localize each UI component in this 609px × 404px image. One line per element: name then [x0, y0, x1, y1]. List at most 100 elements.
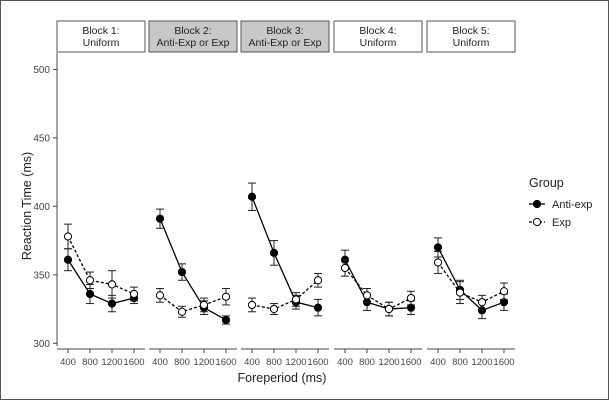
x-tick-label: 1200 [285, 357, 306, 368]
data-point [129, 289, 139, 299]
data-point [107, 280, 117, 289]
data-point [63, 255, 73, 264]
y-tick-label: 450 [33, 133, 50, 144]
data-point [362, 291, 372, 300]
facet-strip-block-1: Block 1:Uniform [56, 20, 146, 53]
data-point [269, 248, 279, 257]
y-axis-title: Reaction Time (ms) [20, 152, 34, 260]
x-tick-label: 1200 [378, 357, 399, 368]
data-point [291, 295, 301, 304]
data-point [340, 263, 350, 273]
x-tick-label: 1600 [400, 357, 421, 368]
x-tick-label: 400 [152, 357, 168, 368]
x-tick-label: 1600 [215, 357, 236, 368]
facet-strip-label-line2: Anti-Exp or Exp [157, 37, 230, 49]
x-tick-label: 400 [337, 357, 353, 368]
facet-strip-label-line2: Uniform [83, 37, 120, 49]
series-exp [63, 223, 509, 318]
data-point [406, 293, 416, 303]
x-axis-title: Foreperiod (ms) [238, 371, 327, 385]
x-tick-label: 400 [430, 357, 446, 368]
x-axis-block-1: 400 800 1200 1600 [57, 348, 145, 368]
data-point [313, 303, 323, 312]
facet-strip-block-2: Block 2:Anti-Exp or Exp [148, 20, 238, 53]
facet-strip-box [240, 20, 330, 53]
data-point [499, 287, 509, 296]
x-axis-block-2: 400 800 1200 1600 [149, 348, 237, 368]
x-tick-label: 800 [174, 357, 190, 368]
y-tick-label: 300 [33, 339, 50, 350]
facet-strip-box [333, 20, 423, 53]
data-point [384, 304, 394, 314]
series-line-exp-block-4 [344, 267, 412, 310]
facet-strip-box [426, 20, 516, 53]
data-point [433, 243, 443, 252]
facet-strip-box [148, 20, 238, 53]
facet-strip-block-3: Block 3:Anti-Exp or Exp [240, 20, 330, 53]
facet-strip-label-line1: Block 1: [82, 25, 119, 37]
data-point [247, 192, 257, 201]
legend-key-marker-exp [532, 217, 542, 227]
legend: Group Anti-exp Exp [529, 176, 592, 229]
y-tick-label: 350 [33, 270, 50, 281]
x-tick-label: 400 [60, 357, 76, 368]
x-axis-block-5: 400 800 1200 1600 [427, 348, 515, 368]
x-axes: 400 800 1200 1600 400 800 1200 1600 400 800 1200 16… [57, 348, 515, 368]
facet-strip-label-line1: Block 2: [174, 25, 211, 37]
data-point [85, 276, 95, 285]
series-line-anti-exp-block-3 [251, 196, 319, 309]
facet-strip-label-line1: Block 3: [266, 25, 303, 37]
series-line-anti-exp-block-2 [159, 218, 227, 321]
data-point [247, 300, 257, 310]
x-axis-block-4: 400 800 1200 1600 [334, 348, 422, 368]
legend-title: Group [529, 176, 564, 190]
data-point [221, 292, 231, 301]
y-tick-label: 400 [33, 202, 50, 213]
series-anti-exp [63, 182, 509, 325]
facet-strip-box [56, 20, 146, 53]
data-point [85, 289, 95, 299]
data-point [221, 315, 231, 325]
x-tick-label: 1600 [123, 357, 144, 368]
x-tick-label: 800 [82, 357, 98, 368]
x-tick-label: 1600 [493, 357, 514, 368]
series-line-anti-exp-block-1 [67, 259, 135, 305]
facet-strip-block-4: Block 4:Uniform [333, 20, 423, 53]
data-point [107, 299, 117, 308]
plot-marks [63, 182, 509, 325]
x-tick-label: 400 [244, 357, 260, 368]
x-tick-label: 1200 [471, 357, 492, 368]
data-point [177, 307, 187, 316]
x-tick-label: 1200 [193, 357, 214, 368]
facet-strip-label-line2: Uniform [453, 37, 490, 49]
x-axis-block-3: 400 800 1200 1600 [241, 348, 329, 368]
facet-strip-label-line2: Anti-Exp or Exp [249, 37, 322, 49]
x-tick-label: 800 [359, 357, 375, 368]
data-point [63, 232, 73, 241]
series-line-exp-block-5 [437, 262, 505, 303]
legend-key-marker-anti-exp [532, 199, 542, 209]
x-tick-label: 1200 [101, 357, 122, 368]
y-axis: 300 350 400 450 500 [33, 53, 58, 350]
data-point [177, 267, 187, 277]
series-line-exp-block-3 [251, 279, 319, 310]
x-tick-label: 800 [266, 357, 282, 368]
legend-label-anti-exp: Anti-exp [552, 199, 592, 211]
series-line-exp-block-1 [67, 236, 135, 295]
data-point [199, 300, 209, 310]
data-point [155, 291, 165, 300]
data-point [433, 258, 443, 267]
x-tick-label: 1600 [307, 357, 328, 368]
data-point [269, 304, 279, 314]
facet-strip-label-line2: Uniform [360, 37, 397, 49]
series-line-anti-exp-block-5 [437, 247, 505, 312]
data-point [455, 288, 465, 297]
series-line-exp-block-2 [159, 294, 227, 313]
facet-strip-label-line1: Block 4: [359, 25, 396, 37]
facet-strip-label-line1: Block 5: [452, 25, 489, 37]
y-tick-label: 500 [33, 65, 50, 76]
x-tick-label: 800 [452, 357, 468, 368]
